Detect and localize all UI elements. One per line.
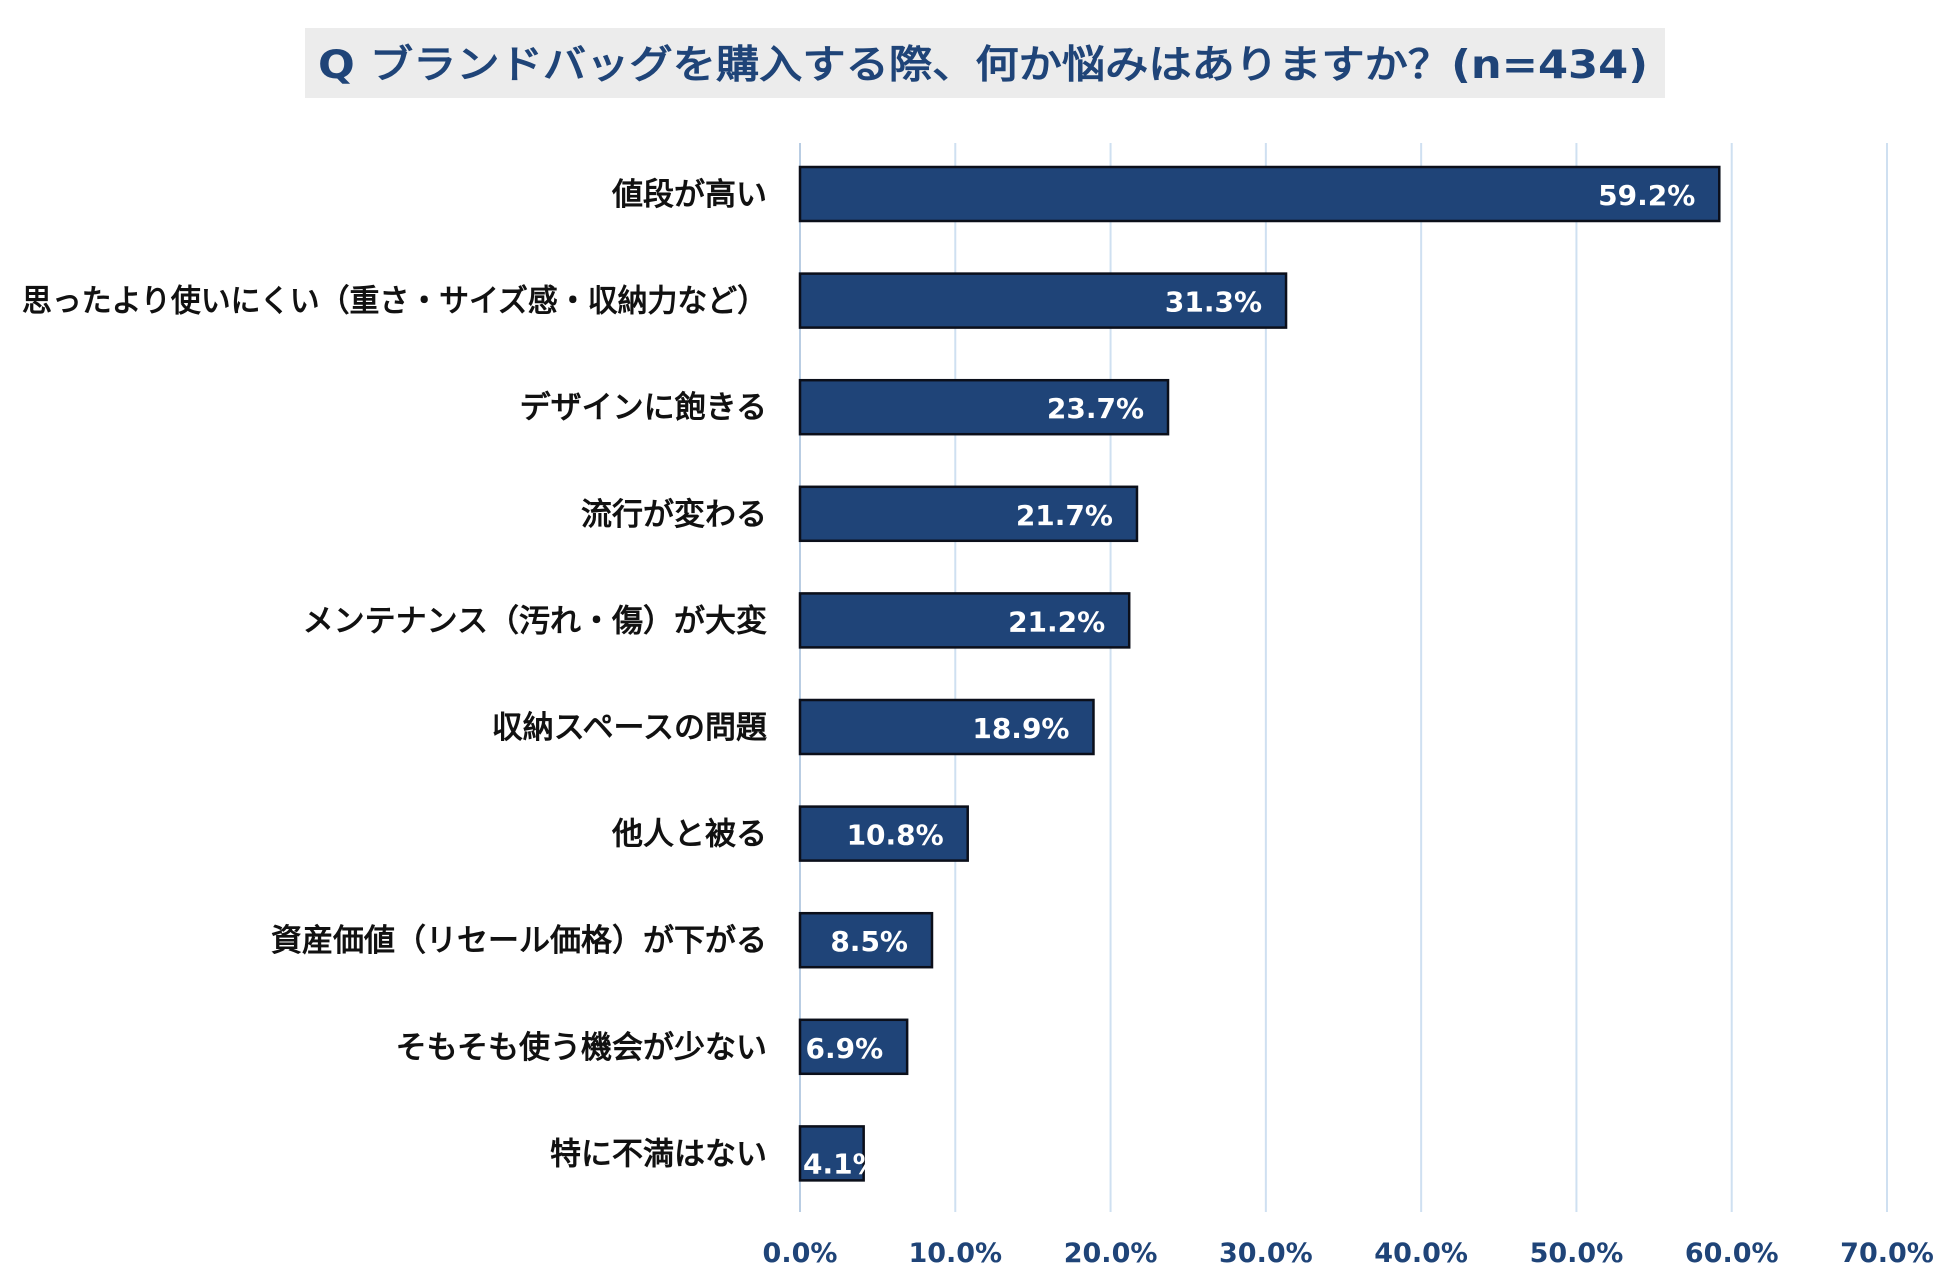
bar (798, 272, 1288, 329)
x-tick-label: 20.0% (1064, 1238, 1158, 1269)
data-label: 4.1% (803, 1147, 881, 1180)
category-label: そもそも使う機会が少ない (396, 1030, 767, 1066)
bar (798, 911, 934, 969)
bar (798, 378, 1170, 436)
x-tick-label: 50.0% (1530, 1238, 1624, 1269)
data-label: 21.2% (1008, 605, 1105, 638)
x-tick-label: 70.0% (1840, 1238, 1934, 1269)
x-tick-label: 30.0% (1219, 1238, 1313, 1269)
x-tick-label: 10.0% (908, 1238, 1002, 1269)
data-label: 59.2% (1598, 179, 1695, 212)
x-tick-label: 0.0% (763, 1238, 838, 1269)
category-label: デザインに飽きる (520, 390, 767, 426)
category-label: メンテナンス（汚れ・傷）が大変 (303, 603, 767, 639)
data-label: 10.8% (847, 819, 944, 852)
data-label: 31.3% (1165, 286, 1262, 319)
bar (798, 1125, 865, 1182)
bar (798, 485, 1139, 543)
x-axis-ticks: 0.0% 10.0% 20.0% 30.0% 40.0% 50.0% 60.0% 70.0% (763, 1238, 1934, 1269)
category-label: 資産価値（リセール価格）が下がる (271, 923, 767, 959)
category-label: 特に不満はない (550, 1136, 767, 1172)
data-label: 8.5% (830, 925, 908, 958)
bars: 値段が高い 59.2% 思ったより使いにくい（重さ・サイズ感・収納力など） 31.3%… (22, 165, 1721, 1182)
category-label: 値段が高い (611, 177, 767, 213)
category-label: 他人と被る (611, 817, 767, 853)
bar (798, 698, 1095, 756)
data-label: 23.7% (1047, 392, 1144, 425)
chart-title-background (305, 28, 1665, 98)
bar (798, 1018, 909, 1076)
data-label: 21.7% (1016, 499, 1113, 532)
category-label: 収納スペースの問題 (492, 710, 767, 746)
chart-title: Q ブランドバッグを購入する際、何か悩みはありますか？(n=434) (318, 43, 1648, 88)
x-tick-label: 40.0% (1374, 1238, 1468, 1269)
bar (798, 805, 969, 862)
bar (798, 165, 1721, 223)
data-label: 6.9% (805, 1032, 883, 1065)
data-label: 18.9% (972, 712, 1069, 745)
category-label: 流行が変わる (581, 497, 767, 533)
bar (798, 592, 1131, 649)
x-tick-label: 60.0% (1685, 1238, 1779, 1269)
category-label: 思ったより使いにくい（重さ・サイズ感・収納力など） (22, 284, 767, 320)
